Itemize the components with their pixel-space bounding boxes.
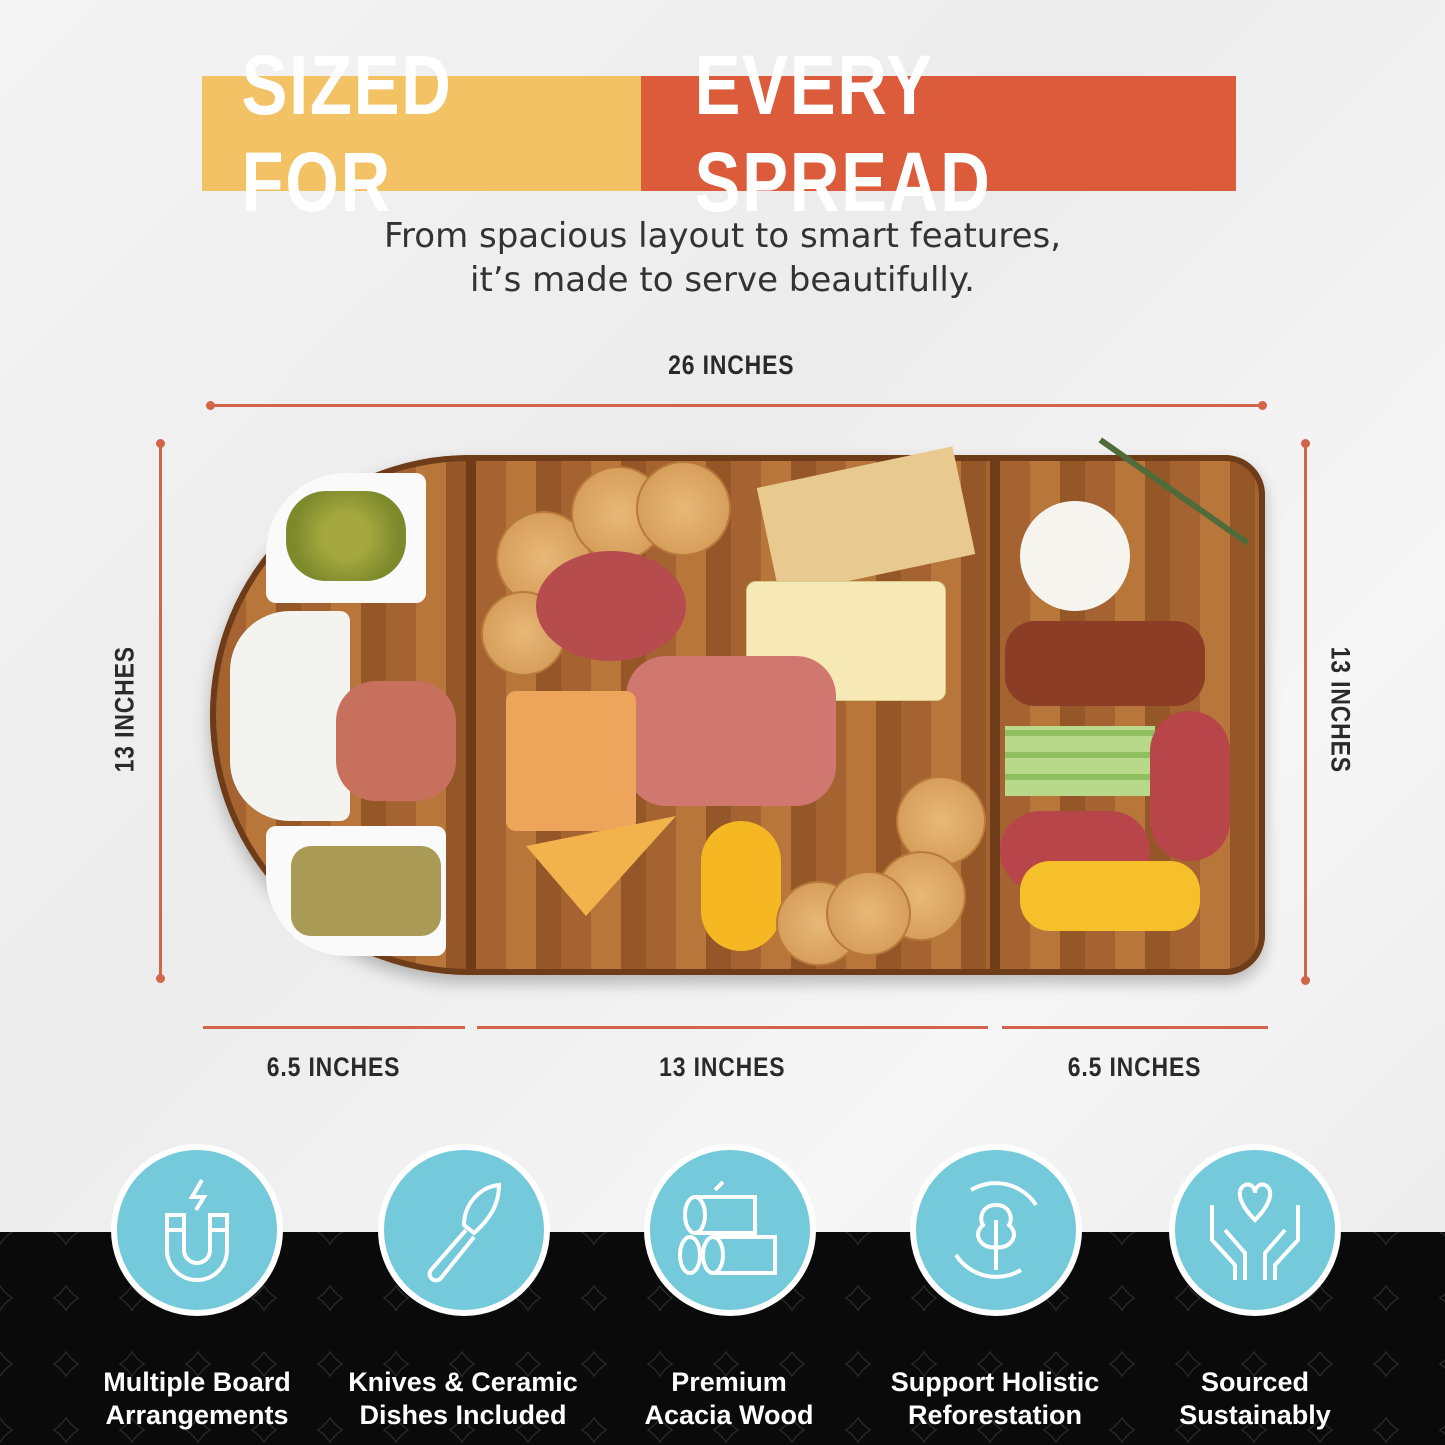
left-section-line xyxy=(203,1026,465,1029)
subtitle-line1: From spacious layout to smart features, xyxy=(383,216,1062,256)
salami xyxy=(1150,711,1230,861)
feature-label-multiple-board: Multiple Board Arrangements xyxy=(103,1367,291,1430)
title-red-block: EVERY SPREAD xyxy=(641,38,1236,229)
right-height-label: 13 INCHES xyxy=(1325,646,1356,773)
crisps xyxy=(1005,621,1205,706)
olives xyxy=(286,491,406,581)
pistachios xyxy=(291,846,441,936)
cracker xyxy=(826,871,911,956)
feature-label-sourced-sustainably: Sourced Sustainably xyxy=(1179,1367,1331,1430)
yellow-pepper xyxy=(1020,861,1200,931)
colby-cheese-cubes xyxy=(506,691,636,831)
goat-cheese xyxy=(1020,501,1130,611)
cheese-knife-icon xyxy=(378,1144,550,1316)
wood-logs-icon xyxy=(644,1144,816,1316)
left-height-label: 13 INCHES xyxy=(109,646,140,773)
right-board-section xyxy=(994,437,1265,975)
cheddar-wedge xyxy=(526,816,676,916)
left-board-section xyxy=(210,455,472,975)
middle-section-line xyxy=(477,1026,988,1029)
middle-section-label: 13 INCHES xyxy=(658,1052,786,1082)
total-length-line xyxy=(210,404,1262,407)
left-height-line xyxy=(159,443,162,978)
dim-dot xyxy=(1301,439,1310,448)
yellow-pepper xyxy=(701,821,781,951)
dim-dot xyxy=(1258,401,1267,410)
salami xyxy=(536,551,686,661)
right-height-line xyxy=(1304,443,1307,980)
total-length-label: 26 INCHES xyxy=(667,350,795,380)
dim-dot xyxy=(206,401,215,410)
subtitle-line2: it’s made to serve beautifully. xyxy=(470,260,975,300)
dim-dot xyxy=(156,974,165,983)
title-yellow-block: SIZED FOR xyxy=(202,38,641,229)
prosciutto xyxy=(626,656,836,806)
middle-board-section xyxy=(470,446,996,975)
flatbread-crackers xyxy=(756,446,976,596)
right-section-line xyxy=(1002,1026,1268,1029)
dim-dot xyxy=(156,439,165,448)
tree-recycle-icon xyxy=(910,1144,1082,1316)
charcuterie-board xyxy=(210,437,1265,975)
left-section-label: 6.5 INCHES xyxy=(267,1052,401,1082)
dim-dot xyxy=(1301,976,1310,985)
celery xyxy=(1005,726,1155,796)
feature-label-knives-dishes: Knives & Ceramic Dishes Included xyxy=(348,1367,578,1430)
right-section-label: 6.5 INCHES xyxy=(1068,1052,1202,1082)
cracker xyxy=(636,461,731,556)
feature-label-reforestation: Support Holistic Reforestation xyxy=(890,1367,1100,1430)
magnet-icon xyxy=(111,1144,283,1316)
feature-label-acacia-wood: Premium Acacia Wood xyxy=(644,1367,814,1430)
dip-dish xyxy=(230,611,350,821)
prosciutto xyxy=(336,681,456,801)
hands-heart-icon xyxy=(1169,1144,1341,1316)
